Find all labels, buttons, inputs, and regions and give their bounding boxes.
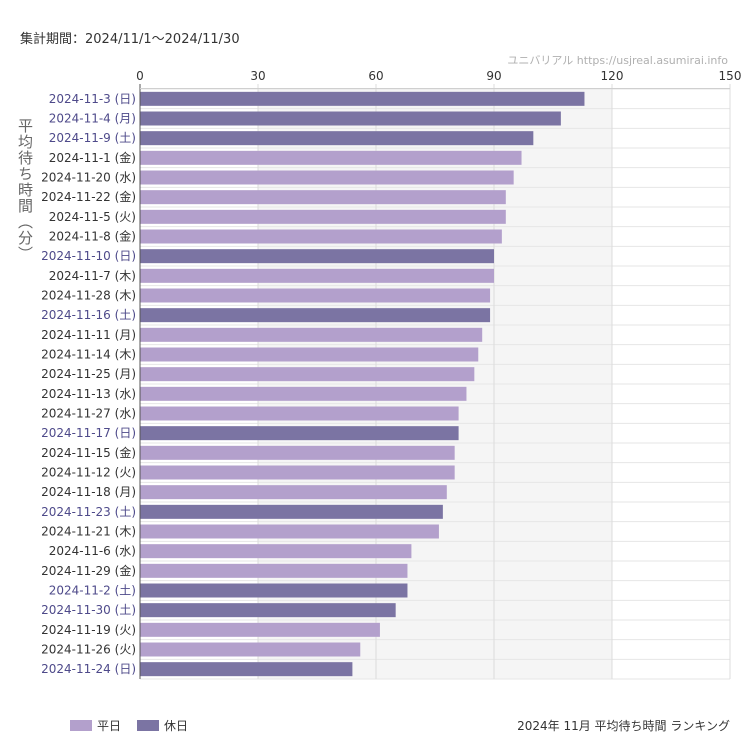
bar [140,622,380,637]
legend-swatch-weekday [70,720,92,731]
x-tick-label: 120 [601,69,624,83]
category-label: 2024-11-26 (火) [41,643,136,657]
bar [140,642,361,657]
category-label: 2024-11-22 (金) [41,189,136,204]
bar-chart: 0 30 60 90 120 150 2024-11-3 (日) 2024-11-4 (月) 2… [41,69,742,680]
category-label: 2024-11-4 (月) [49,112,136,126]
bar [140,131,534,146]
bar [140,367,475,382]
bar [140,308,491,323]
category-label: 2024-11-3 (日) [49,92,136,106]
bar [140,504,443,519]
bar [140,170,514,185]
bar [140,524,439,539]
category-label: 2024-11-14 (木) [41,348,136,362]
category-label: 2024-11-25 (月) [41,367,136,381]
category-label: 2024-11-10 (日) [41,249,136,263]
category-label: 2024-11-24 (日) [41,662,136,676]
bar [140,268,494,283]
bar [140,406,459,421]
category-label: 2024-11-11 (月) [41,328,136,342]
legend-item-weekday[interactable]: 平日 [70,717,121,734]
chart-caption: 2024年 11月 平均待ち時間 ランキング [517,719,730,733]
category-label: 2024-11-5 (火) [49,210,136,224]
category-label: 2024-11-21 (木) [41,525,136,539]
bar [140,327,483,342]
bar [140,209,506,224]
category-label: 2024-11-1 (金) [49,150,136,165]
bar [140,91,585,106]
bar [140,445,455,460]
x-tick-label: 30 [250,69,265,83]
x-tick-label: 60 [368,69,383,83]
bar [140,386,467,401]
bar [140,485,447,500]
category-label: 2024-11-23 (土) [41,505,136,519]
legend-swatch-holiday [137,720,160,731]
category-label: 2024-11-12 (火) [41,466,136,480]
aggregation-period: 集計期間：2024/11/1〜2024/11/30 [20,32,240,47]
category-label: 2024-11-20 (水) [41,171,136,185]
x-tick-label: 0 [136,69,144,83]
bar [140,563,408,578]
category-label: 2024-11-13 (水) [41,387,136,401]
category-label: 2024-11-17 (日) [41,426,136,440]
category-label: 2024-11-7 (木) [49,269,136,283]
category-label: 2024-11-28 (木) [41,289,136,303]
bar [140,190,506,205]
category-label: 2024-11-16 (土) [41,308,136,322]
bar [140,111,561,126]
bar [140,150,522,165]
category-label: 2024-11-27 (水) [41,407,136,421]
x-tick-label: 90 [486,69,501,83]
legend-label-weekday: 平日 [97,719,122,733]
category-label: 2024-11-9 (土) [49,131,136,145]
bar [140,465,455,480]
category-label: 2024-11-19 (火) [41,623,136,637]
category-label: 2024-11-29 (金) [41,563,136,578]
source-credit: ユニバリアル https://usjreal.asumirai.info [507,54,728,67]
legend: 平日 休日 [70,717,188,734]
bar [140,544,412,559]
bar [140,249,494,264]
legend-label-holiday: 休日 [164,719,189,733]
category-label: 2024-11-18 (月) [41,485,136,499]
bar [140,583,408,598]
bar [140,288,491,303]
bar [140,426,459,441]
category-label: 2024-11-6 (水) [49,544,136,558]
bar [140,603,396,618]
bar [140,229,502,244]
bar [140,662,353,677]
x-tick-label: 150 [719,69,742,83]
category-label: 2024-11-15 (金) [41,445,136,460]
y-axis-label: 平均待ち時間（分） [16,118,34,262]
bar [140,347,479,362]
category-label: 2024-11-8 (金) [49,229,136,244]
category-label: 2024-11-2 (土) [49,584,136,598]
category-label: 2024-11-30 (土) [41,603,136,617]
legend-item-holiday[interactable]: 休日 [137,717,188,734]
